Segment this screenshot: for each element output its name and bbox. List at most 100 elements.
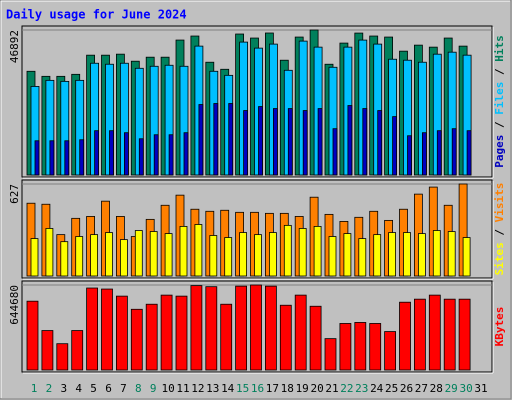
bar: [417, 233, 426, 277]
bar: [254, 234, 262, 277]
x-tick-label: 13: [206, 382, 219, 395]
bar: [224, 237, 233, 277]
x-tick-label: 30: [459, 382, 472, 395]
x-tick-label: 9: [150, 382, 157, 395]
x-tick-label: 17: [266, 382, 279, 395]
x-tick-label: 18: [281, 382, 294, 395]
bar: [124, 132, 129, 176]
bar: [392, 116, 398, 176]
legend: Sites / Visits: [493, 183, 506, 276]
bar: [384, 331, 397, 371]
legend-separator: /: [493, 115, 506, 135]
bar: [407, 135, 412, 176]
y-tick-label: 46892: [8, 30, 21, 63]
bar: [130, 308, 143, 371]
bar: [209, 235, 218, 277]
x-tick-label: 27: [415, 382, 428, 395]
bar: [258, 106, 263, 176]
bar: [362, 108, 368, 176]
x-tick-label: 21: [325, 382, 338, 395]
bar: [71, 330, 84, 371]
bar: [403, 232, 411, 277]
x-tick-label: 10: [161, 382, 174, 395]
bar: [198, 104, 204, 176]
x-tick-label: 28: [430, 382, 443, 395]
bar: [105, 232, 113, 277]
bar: [190, 285, 203, 371]
bar: [328, 236, 337, 277]
bar: [228, 103, 234, 176]
x-tick-label: 4: [75, 382, 82, 395]
x-tick-label: 11: [176, 382, 189, 395]
x-tick-label: 15: [236, 382, 249, 395]
legend-entry: Files: [493, 82, 506, 115]
x-tick-label: 1: [31, 382, 38, 395]
x-tick-label: 31: [474, 382, 487, 395]
x-tick-label: 29: [445, 382, 458, 395]
x-tick-label: 2: [46, 382, 53, 395]
y-tick-label: 627: [8, 184, 21, 204]
bar: [149, 231, 158, 277]
bar: [451, 128, 457, 176]
bar: [399, 301, 411, 371]
bar: [220, 303, 233, 371]
bar: [458, 298, 471, 371]
y-tick-label: 644680: [8, 285, 21, 325]
bar: [324, 338, 337, 371]
bar: [428, 294, 441, 371]
bar: [79, 139, 85, 176]
legend: Pages / Files / Hits: [493, 35, 506, 168]
bar: [421, 132, 427, 176]
x-tick-label: 3: [60, 382, 67, 395]
bar: [268, 232, 277, 277]
bar: [354, 322, 367, 371]
bar: [26, 300, 39, 371]
x-tick-label: 24: [370, 382, 384, 395]
bar: [120, 239, 128, 277]
bar: [134, 230, 143, 277]
x-tick-label: 14: [221, 382, 235, 395]
bar: [443, 298, 456, 371]
bar: [332, 128, 338, 176]
bar: [436, 130, 442, 176]
bar: [175, 295, 188, 371]
bar: [347, 105, 353, 176]
bar: [264, 285, 277, 371]
bar: [432, 230, 441, 277]
bar: [86, 287, 98, 371]
bar: [109, 130, 114, 176]
x-tick-label: 26: [400, 382, 413, 395]
bar: [49, 140, 55, 176]
x-tick-label: 8: [135, 382, 142, 395]
bar: [183, 132, 189, 176]
legend-entry: Sites: [493, 242, 506, 275]
bar: [64, 140, 70, 176]
x-tick-label: 20: [310, 382, 323, 395]
bar: [287, 108, 293, 176]
bar: [272, 108, 278, 176]
x-tick-label: 6: [105, 382, 112, 395]
bar: [309, 305, 322, 371]
bar: [339, 323, 352, 371]
legend-entry: Pages: [493, 135, 506, 168]
bar: [377, 110, 383, 176]
bar: [283, 224, 292, 277]
bar: [466, 130, 472, 176]
legend-entry: Hits: [493, 35, 506, 62]
bar: [447, 231, 456, 277]
bar: [358, 238, 367, 277]
x-tick-label: 7: [120, 382, 127, 395]
x-tick-label: 19: [296, 382, 309, 395]
bar: [145, 303, 158, 371]
bar: [56, 343, 69, 371]
bar: [164, 233, 173, 277]
bar: [101, 288, 113, 371]
bar: [388, 232, 397, 277]
x-tick-label: 23: [355, 382, 368, 395]
bar: [90, 234, 98, 277]
bar: [369, 323, 382, 371]
bar: [94, 130, 99, 176]
chart-title: Daily usage for June 2024: [6, 8, 187, 22]
bar: [75, 236, 84, 277]
